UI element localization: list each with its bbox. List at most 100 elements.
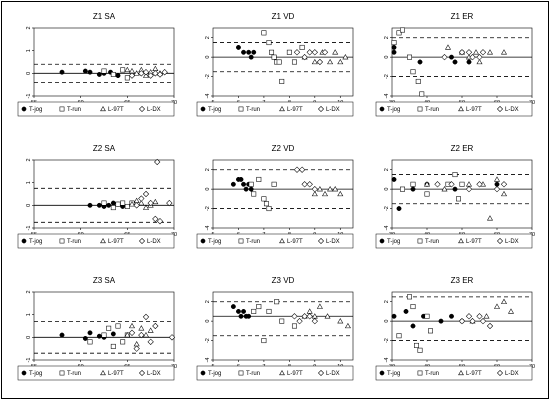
point-l-dx (301, 313, 308, 320)
legend-box (17, 101, 175, 117)
point-l-dx (476, 313, 483, 320)
y-tick-label: 2 (26, 26, 32, 29)
point-l-dx (306, 181, 313, 188)
point-l-dx (301, 54, 308, 61)
point-l-dx (469, 318, 476, 325)
point-l-97t (483, 313, 490, 319)
legend-marker-t-run (59, 370, 65, 376)
point-l-dx (133, 202, 140, 209)
legend-label: T-run (425, 371, 439, 377)
point-l-97t (332, 186, 339, 192)
point-l-dx (152, 70, 159, 77)
legend-marker-l-dx (317, 369, 325, 377)
point-l-dx (458, 318, 466, 325)
point-t-run (115, 323, 121, 329)
plot-area (33, 291, 175, 361)
legend-label: L-DX (505, 371, 519, 377)
point-t-run (101, 200, 107, 206)
point-l-97t (142, 331, 150, 338)
point-l-97t (500, 298, 508, 304)
point-t-jog (248, 54, 254, 60)
legend-label: T-run (246, 107, 260, 113)
y-tick-label: 1 (26, 49, 32, 52)
point-t-run (274, 299, 280, 305)
legend-box (196, 365, 354, 381)
point-t-jog (110, 331, 116, 337)
legend-box (196, 101, 354, 117)
point-l-97t (128, 201, 136, 207)
y-tick-label: -1 (26, 94, 32, 99)
y-tick-label: -4 (384, 226, 390, 231)
point-t-run (396, 333, 402, 339)
legend-label: T-jog (208, 371, 221, 377)
y-tick-label: 0 (384, 56, 390, 59)
point-t-jog (96, 202, 102, 208)
point-t-jog (96, 72, 102, 77)
point-l-97t (423, 181, 431, 187)
legend-marker-l-dx (138, 105, 146, 113)
legend-marker-l-97t (100, 370, 106, 376)
legend-label: L-DX (505, 107, 519, 113)
point-l-97t (321, 190, 329, 197)
point-l-dx (142, 190, 150, 198)
legend-label: T-jog (208, 107, 221, 113)
panel-title: Z3 ER (451, 276, 474, 285)
legend-label: T-run (425, 239, 439, 245)
point-l-dx (152, 322, 159, 330)
y-tick-label: 0 (26, 204, 32, 207)
point-t-run (414, 342, 419, 348)
point-l-97t (327, 58, 334, 65)
legend-label: L-DX (326, 239, 340, 245)
point-t-jog (396, 206, 402, 212)
point-t-jog (246, 49, 252, 55)
point-l-97t (441, 186, 448, 192)
legend-label: T-run (246, 239, 260, 245)
point-l-dx (448, 181, 455, 188)
point-l-dx (311, 186, 318, 193)
legend-label: T-jog (387, 107, 400, 113)
point-t-jog (238, 176, 244, 182)
point-t-jog (241, 308, 246, 314)
point-t-jog (82, 68, 88, 74)
point-t-jog (403, 308, 409, 314)
point-t-run (266, 308, 272, 314)
point-t-jog (410, 323, 416, 329)
legend-label: L-97T (287, 107, 303, 113)
legend-marker-l-97t (100, 238, 106, 244)
y-tick-label: 2 (384, 300, 390, 303)
point-t-run (279, 78, 285, 84)
point-t-jog (246, 313, 252, 319)
legend-marker-l-dx (496, 105, 504, 113)
legend-box (196, 233, 354, 249)
legend-label: L-DX (147, 371, 161, 377)
point-l-dx (152, 215, 159, 223)
point-t-jog (59, 69, 65, 75)
point-l-97t (311, 58, 318, 65)
point-t-run (266, 206, 272, 212)
point-l-97t (316, 186, 323, 192)
point-t-jog (449, 54, 454, 60)
point-l-97t (486, 49, 494, 55)
point-t-run (279, 318, 285, 324)
y-tick-label: -2 (384, 206, 390, 211)
point-l-dx (434, 181, 441, 188)
legend-box (375, 233, 533, 249)
y-tick-label: 2 (384, 168, 390, 171)
point-l-97t (476, 58, 483, 65)
point-t-run (110, 205, 116, 211)
point-t-run (251, 308, 257, 314)
point-l-97t (311, 190, 318, 197)
y-tick-label: 0 (384, 188, 390, 191)
plot-area (212, 291, 354, 361)
point-t-jog (87, 202, 93, 208)
point-l-dx (316, 58, 324, 66)
panel-title: Z2 VD (272, 144, 295, 153)
point-l-dx (476, 181, 483, 188)
point-l-97t (500, 190, 508, 197)
point-t-jog (391, 44, 397, 50)
point-t-run (459, 181, 465, 187)
